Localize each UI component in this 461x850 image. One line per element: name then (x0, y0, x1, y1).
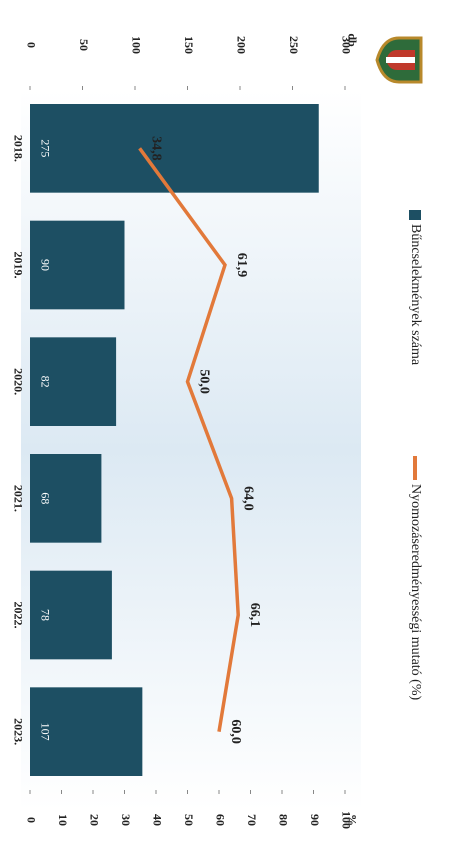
bar (30, 104, 319, 193)
y2-tick-label: 10 (56, 814, 70, 826)
y2-tick-label: 80 (276, 814, 290, 826)
line-value-label: 60,0 (228, 719, 243, 744)
x-tick-label: 2018. (11, 135, 25, 162)
y2-tick-label: 100 (339, 811, 353, 829)
y-axis-label: db (345, 33, 359, 47)
rotated-chart: db % 0 50 100 150 200 250 300 0 10 20 30 40 50 60 70 80… (11, 33, 423, 829)
y-tick-label: 0 (24, 42, 38, 48)
bar-value-label: 107 (38, 723, 52, 741)
y-tick-label: 250 (287, 36, 301, 54)
line (138, 147, 240, 732)
bar-value-label: 68 (38, 492, 52, 504)
y2-tick-label: 60 (213, 814, 227, 826)
bar (30, 687, 143, 776)
y-tick-label: 150 (182, 36, 196, 54)
x-tick-label: 2019. (11, 252, 25, 279)
bar-value-label: 275 (38, 139, 52, 157)
x-tick-label: 2021. (11, 485, 25, 512)
line-value-label: 34,8 (148, 136, 163, 161)
line-value-label: 61,9 (234, 253, 249, 278)
y-tick-label: 100 (129, 36, 143, 54)
line-value-label: 66,1 (247, 603, 262, 628)
y2-tick-label: 40 (150, 814, 164, 826)
y-tick-label: 50 (77, 39, 91, 51)
bar (30, 337, 117, 427)
y2-axis-label: % (345, 814, 359, 826)
x-tick-label: 2020. (11, 368, 25, 395)
x-tick-label: 2023. (11, 718, 25, 745)
bar (29, 454, 102, 543)
legend-swatch (409, 210, 421, 220)
logo (375, 36, 423, 84)
line-value-label: 50,0 (196, 369, 211, 394)
bar-value-label: 82 (38, 376, 52, 388)
y2-tick-label: 20 (87, 814, 101, 826)
line-value-label: 64,0 (240, 486, 255, 511)
y2-tick-label: 90 (308, 814, 322, 826)
y-tick-label: 300 (339, 36, 353, 54)
y2-tick-label: 0 (24, 817, 38, 823)
y-tick-label: 200 (234, 36, 248, 54)
legend-label: Bűncselekmények száma (408, 224, 423, 366)
bar-value-label: 78 (38, 609, 52, 621)
x-tick-label: 2022. (11, 602, 25, 629)
y2-tick-label: 70 (245, 814, 259, 826)
bar (29, 570, 112, 660)
y2-tick-label: 30 (119, 814, 133, 826)
y2-tick-label: 50 (182, 814, 196, 826)
legend-label: Nyomozáseredményességi mutató (%) (408, 484, 423, 700)
bar-value-label: 90 (38, 259, 52, 271)
bar (30, 220, 125, 310)
